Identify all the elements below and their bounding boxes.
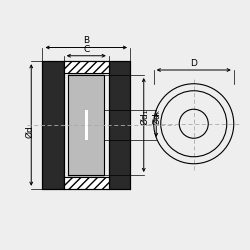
- Text: D: D: [190, 59, 197, 68]
- Polygon shape: [64, 177, 109, 189]
- Text: Ødₖ: Ødₖ: [153, 108, 162, 125]
- Polygon shape: [42, 61, 64, 189]
- Polygon shape: [68, 75, 104, 175]
- Text: Ød₁: Ød₁: [140, 108, 149, 125]
- Text: B: B: [83, 36, 89, 46]
- Text: Ød: Ød: [26, 125, 35, 138]
- Polygon shape: [68, 73, 104, 177]
- Polygon shape: [64, 61, 109, 73]
- Text: C: C: [83, 45, 89, 54]
- Polygon shape: [85, 110, 88, 140]
- Polygon shape: [109, 61, 130, 189]
